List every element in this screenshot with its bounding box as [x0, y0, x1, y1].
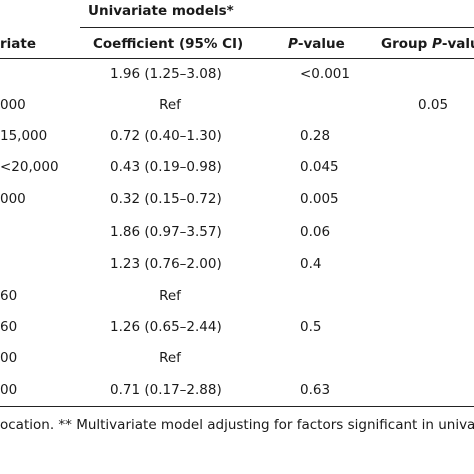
header-rule — [0, 58, 474, 59]
cell-p-value: 0.63 — [300, 382, 331, 398]
cell-coefficient: Ref — [159, 288, 181, 304]
cell-coefficient: 0.43 (0.19–0.98) — [110, 159, 222, 175]
cell-variable: 00 — [0, 350, 18, 366]
cell-variable: 000 — [0, 97, 26, 113]
column-header: riate — [0, 36, 37, 52]
header-rule — [80, 27, 474, 28]
header-text: Group — [381, 36, 432, 52]
cell-variable: 15,000 — [0, 128, 48, 144]
cell-p-value: 0.5 — [300, 319, 322, 335]
group-header: Univariate models* — [88, 3, 234, 19]
cell-variable: 000 — [0, 191, 26, 207]
header-italic: P — [288, 36, 298, 52]
cell-p-value: <0.001 — [300, 66, 350, 82]
cell-coefficient: 1.26 (0.65–2.44) — [110, 319, 222, 335]
cell-variable: 60 — [0, 319, 18, 335]
cell-p-value: 0.06 — [300, 224, 331, 240]
cell-p-value: 0.045 — [300, 159, 339, 175]
column-header: P-value — [288, 36, 345, 52]
cell-coefficient: 0.32 (0.15–0.72) — [110, 191, 222, 207]
cell-group-p-value: 0.05 — [418, 97, 449, 113]
cell-coefficient: 0.71 (0.17–2.88) — [110, 382, 222, 398]
cell-coefficient: 0.72 (0.40–1.30) — [110, 128, 222, 144]
header-text: -valu — [441, 36, 474, 52]
header-italic: P — [432, 36, 442, 52]
cell-coefficient: 1.23 (0.76–2.00) — [110, 256, 222, 272]
cell-coefficient: Ref — [159, 350, 181, 366]
cell-coefficient: 1.96 (1.25–3.08) — [110, 66, 222, 82]
column-header: Coefficient (95% CI) — [93, 36, 244, 52]
cell-coefficient: Ref — [159, 97, 181, 113]
cell-variable: 00 — [0, 382, 18, 398]
cell-variable: 60 — [0, 288, 18, 304]
header-text: -value — [297, 36, 345, 52]
column-header: Group P-valu — [381, 36, 474, 52]
cell-coefficient: 1.86 (0.97–3.57) — [110, 224, 222, 240]
cell-p-value: 0.28 — [300, 128, 331, 144]
cell-p-value: 0.005 — [300, 191, 339, 207]
cell-variable: <20,000 — [0, 159, 59, 175]
bottom-rule — [0, 406, 474, 407]
cell-p-value: 0.4 — [300, 256, 322, 272]
footnote: ocation. ** Multivariate model adjusting… — [0, 417, 474, 433]
